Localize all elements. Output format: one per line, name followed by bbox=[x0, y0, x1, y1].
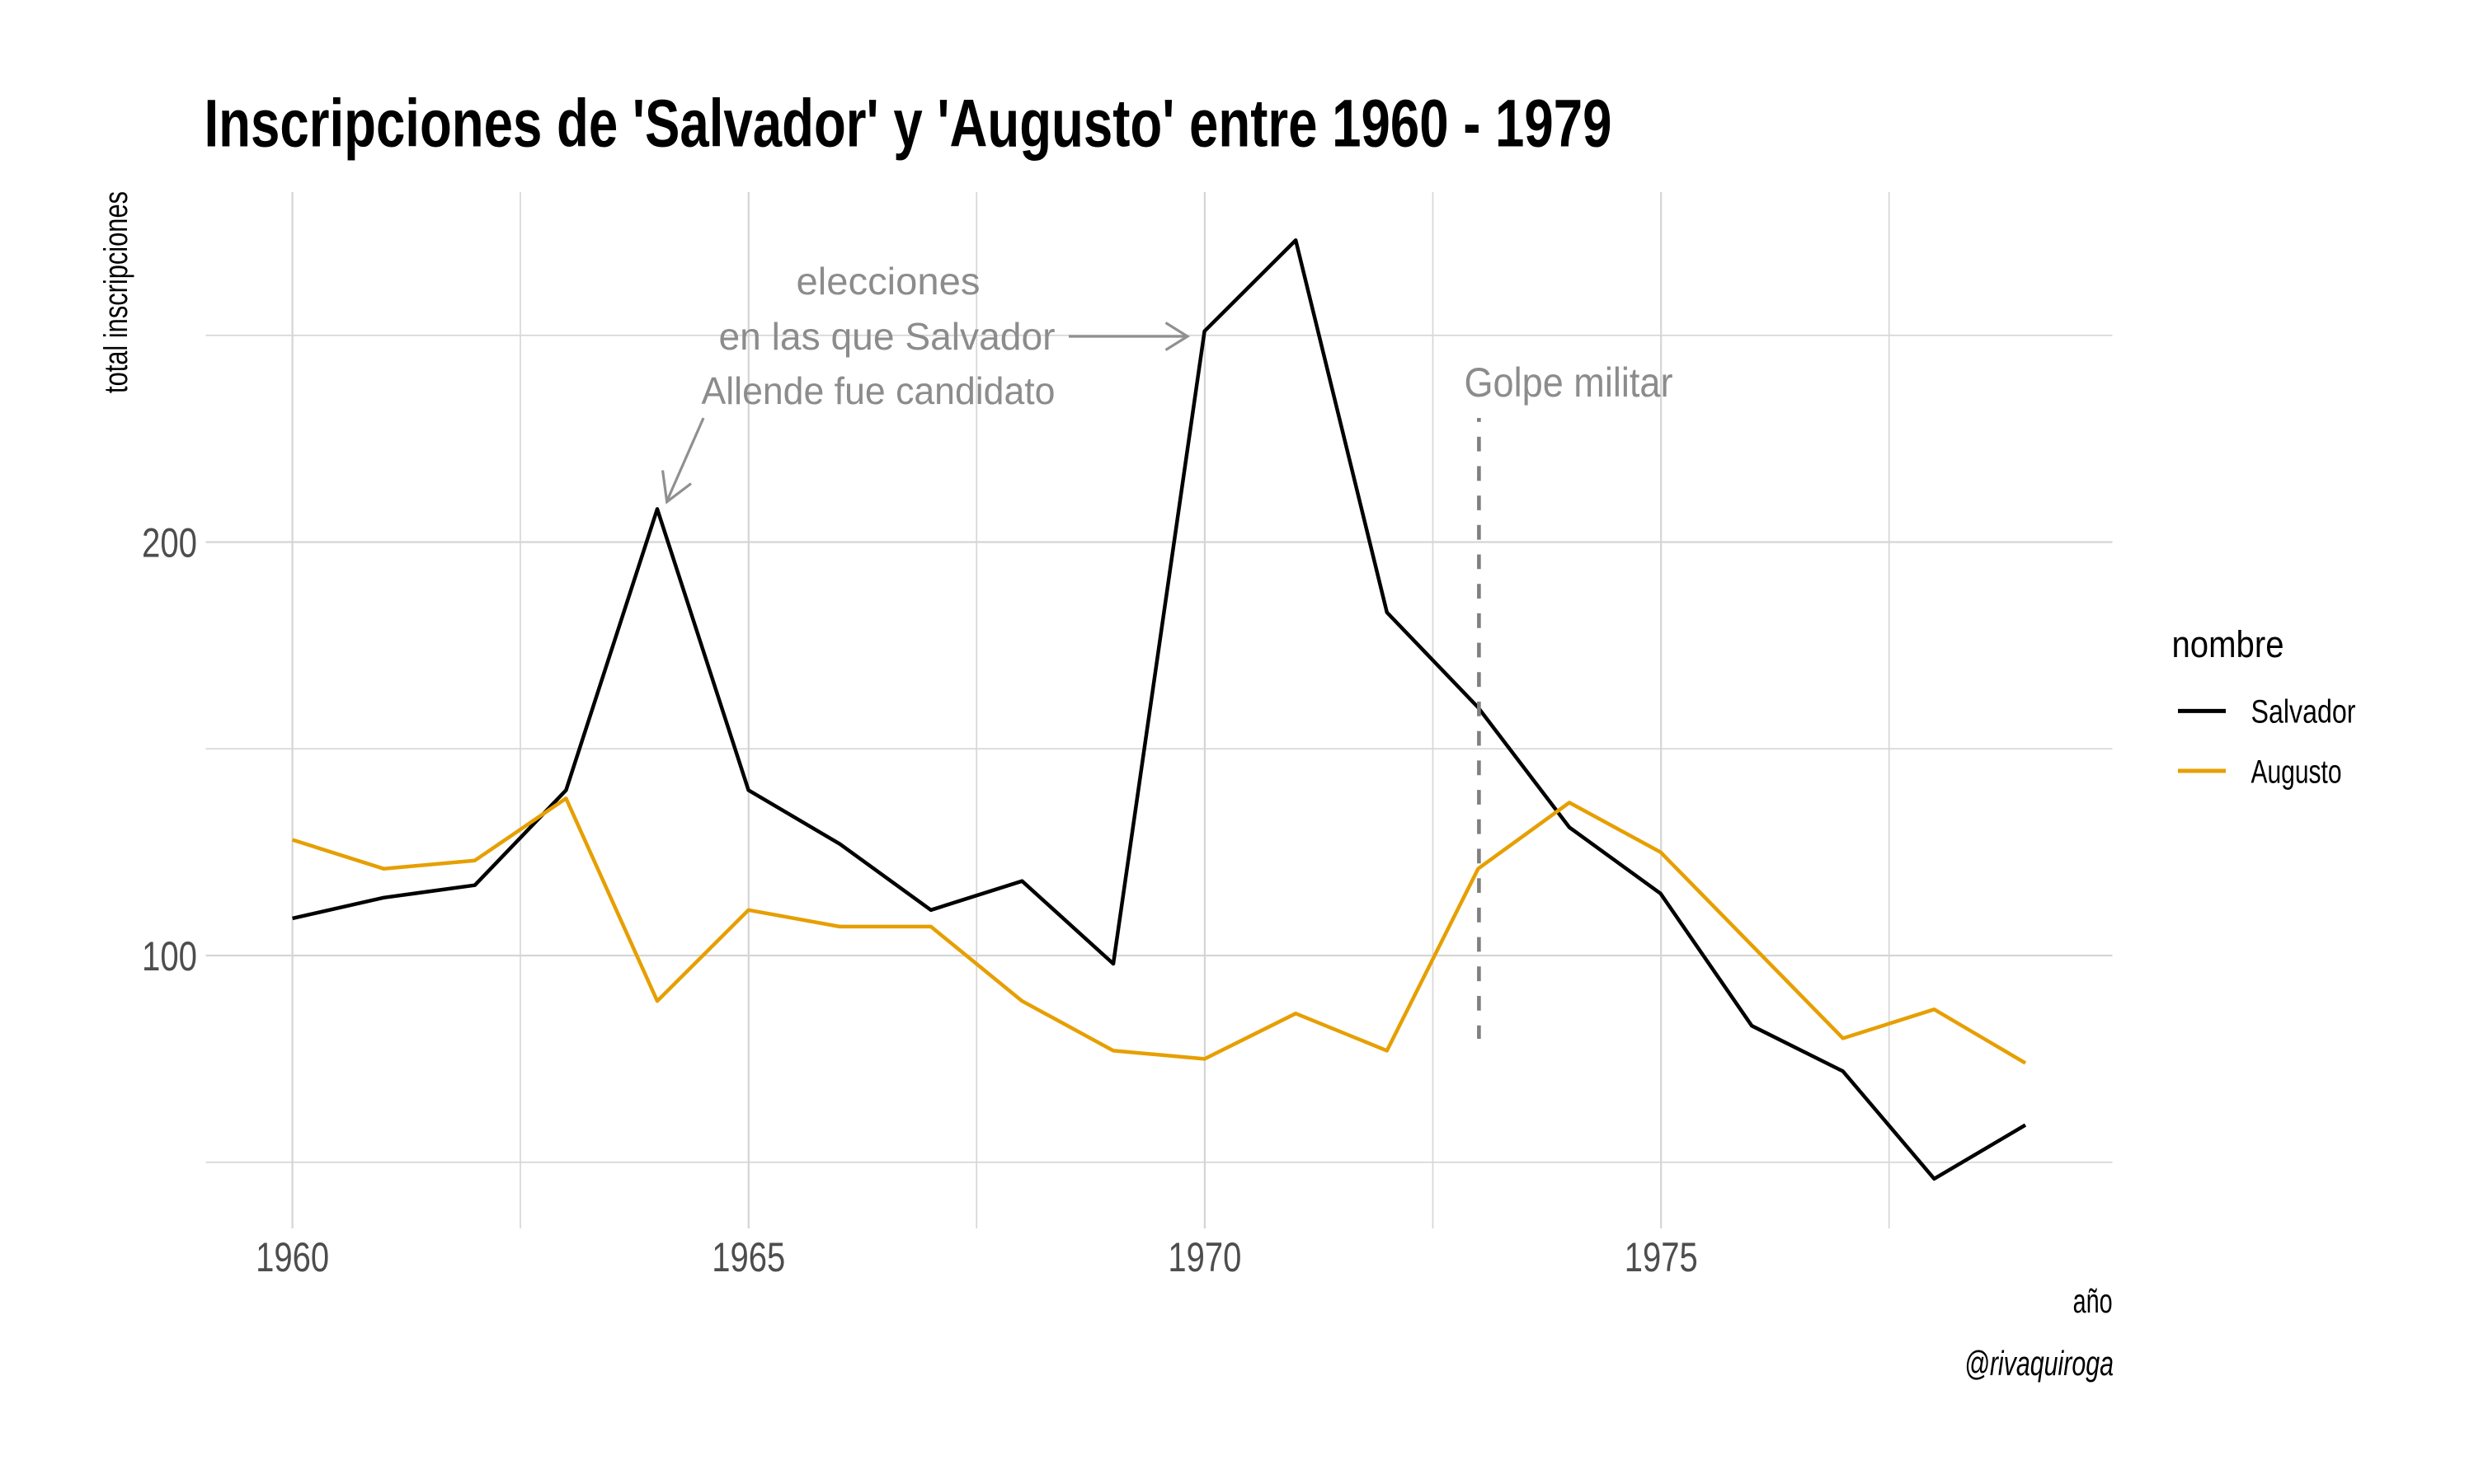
svg-text:1970: 1970 bbox=[1168, 1234, 1241, 1280]
svg-text:Allende fue candidato: Allende fue candidato bbox=[702, 369, 1056, 412]
svg-text:año: año bbox=[2073, 1282, 2113, 1320]
svg-text:200: 200 bbox=[142, 520, 197, 566]
svg-text:Salvador: Salvador bbox=[2251, 694, 2356, 730]
svg-text:Inscripciones de 'Salvador' y: Inscripciones de 'Salvador' y 'Augusto' … bbox=[205, 87, 1612, 162]
svg-text:elecciones: elecciones bbox=[797, 260, 981, 303]
svg-text:en las que Salvador: en las que Salvador bbox=[719, 315, 1056, 358]
svg-text:1975: 1975 bbox=[1625, 1234, 1698, 1280]
svg-text:Augusto: Augusto bbox=[2251, 754, 2342, 790]
svg-text:1960: 1960 bbox=[256, 1234, 329, 1280]
svg-text:1965: 1965 bbox=[712, 1234, 785, 1280]
svg-text:@rivaquiroga: @rivaquiroga bbox=[1964, 1344, 2114, 1383]
svg-text:100: 100 bbox=[142, 933, 197, 979]
svg-text:nombre: nombre bbox=[2172, 623, 2284, 665]
svg-text:Golpe militar: Golpe militar bbox=[1465, 359, 1673, 406]
svg-text:total inscripciones: total inscripciones bbox=[98, 191, 134, 393]
